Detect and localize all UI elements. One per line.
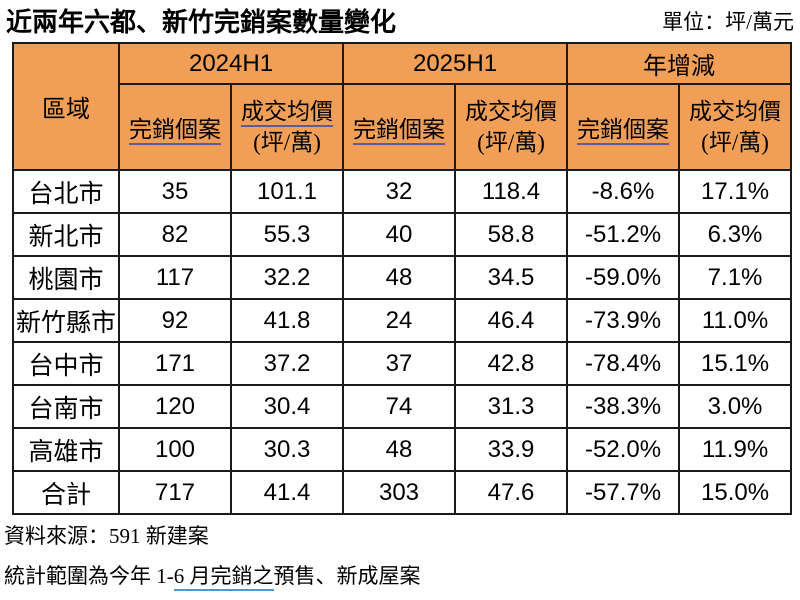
value-cell: 118.4	[454, 169, 569, 214]
header-avg-price-unit: (坪/萬)	[477, 130, 545, 155]
value-cell: 30.4	[229, 384, 345, 429]
header-group-2024h1: 2024H1	[117, 42, 345, 85]
value-cell: 24	[342, 298, 457, 343]
value-cell: 117	[118, 255, 232, 300]
header-case-count-label: 完銷個案	[353, 117, 446, 142]
value-cell: 303	[342, 470, 457, 515]
header-case-count-label: 完銷個案	[577, 117, 670, 142]
table-row-taichung: 台中市 171 37.2 37 42.8 -78.4% 15.1%	[12, 341, 793, 386]
region-cell: 台北市	[12, 169, 120, 214]
table-row-tainan: 台南市 120 30.4 74 31.3 -38.3% 3.0%	[12, 384, 793, 429]
region-cell: 合計	[12, 470, 120, 515]
value-cell: 100	[118, 427, 232, 472]
header-avg-price-label: 成交均價	[241, 98, 333, 124]
footer-scope-suffix: 預售、新成屋案	[273, 564, 421, 588]
value-cell: 33.9	[454, 427, 569, 472]
header-avg-price-yoy: 成交均價 (坪/萬)	[678, 83, 793, 171]
value-cell: 31.3	[454, 384, 569, 429]
header-case-count-yoy: 完銷個案	[566, 83, 681, 171]
region-cell: 高雄市	[12, 427, 120, 472]
value-cell: 7.1%	[678, 255, 793, 300]
value-cell: 41.4	[229, 470, 345, 515]
header-avg-price-unit: (坪/萬)	[253, 130, 321, 155]
footer-scope: 統計範圍為今年 1-6 月完銷之預售、新成屋案	[4, 560, 421, 591]
header-avg-price-unit: (坪/萬)	[701, 130, 769, 155]
value-cell: 15.0%	[678, 470, 793, 515]
header-group-yoy: 年增減	[566, 42, 793, 85]
value-cell: 6.3%	[678, 212, 793, 257]
header-group-2025h1: 2025H1	[342, 42, 569, 85]
table-row-hsinchu: 新竹縣市 92 41.8 24 46.4 -73.9% 11.0%	[12, 298, 793, 343]
value-cell: 171	[118, 341, 232, 386]
value-cell: 42.8	[454, 341, 569, 386]
footer-scope-underlined: 6 月完銷之	[173, 564, 274, 591]
value-cell: 32.2	[229, 255, 345, 300]
value-cell: -8.6%	[566, 169, 681, 214]
value-cell: 92	[118, 298, 232, 343]
value-cell: 74	[342, 384, 457, 429]
table-row-newtaipei: 新北市 82 55.3 40 58.8 -51.2% 6.3%	[12, 212, 793, 257]
value-cell: 101.1	[229, 169, 345, 214]
footer-scope-prefix: 統計範圍為今年 1-	[4, 564, 174, 588]
region-cell: 桃園市	[12, 255, 120, 300]
header-region: 區域	[12, 42, 120, 171]
value-cell: 17.1%	[678, 169, 793, 214]
value-cell: 15.1%	[678, 341, 793, 386]
value-cell: 11.0%	[678, 298, 793, 343]
value-cell: 37	[342, 341, 457, 386]
value-cell: 11.9%	[678, 427, 793, 472]
header-avg-price-label: 成交均價	[465, 98, 558, 124]
sales-table: 區域 2024H1 2025H1 年增減 完銷個案 成交均價 (坪/萬) 完銷個案…	[12, 42, 793, 515]
value-cell: -52.0%	[566, 427, 681, 472]
value-cell: 30.3	[229, 427, 345, 472]
value-cell: 48	[342, 427, 457, 472]
value-cell: 40	[342, 212, 457, 257]
table-row-taoyuan: 桃園市 117 32.2 48 34.5 -59.0% 7.1%	[12, 255, 793, 300]
region-cell: 台中市	[12, 341, 120, 386]
value-cell: 47.6	[454, 470, 569, 515]
value-cell: 48	[342, 255, 457, 300]
table-row-kaohsiung: 高雄市 100 30.3 48 33.9 -52.0% 11.9%	[12, 427, 793, 472]
value-cell: 82	[118, 212, 232, 257]
value-cell: -73.9%	[566, 298, 681, 343]
table-row-total: 合計 717 41.4 303 47.6 -57.7% 15.0%	[12, 470, 793, 515]
value-cell: 3.0%	[678, 384, 793, 429]
value-cell: 46.4	[454, 298, 569, 343]
value-cell: -59.0%	[566, 255, 681, 300]
value-cell: 37.2	[229, 341, 345, 386]
unit-label: 單位：坪/萬元	[662, 10, 794, 34]
value-cell: 32	[342, 169, 457, 214]
value-cell: 34.5	[454, 255, 569, 300]
value-cell: 35	[118, 169, 232, 214]
table-row-taipei: 台北市 35 101.1 32 118.4 -8.6% 17.1%	[12, 169, 793, 214]
footer-source: 資料來源：591 新建案	[4, 524, 209, 548]
header-avg-price-label: 成交均價	[689, 98, 782, 124]
header-case-count-2025: 完銷個案	[342, 83, 457, 171]
value-cell: -78.4%	[566, 341, 681, 386]
value-cell: -38.3%	[566, 384, 681, 429]
header-avg-price-2025: 成交均價 (坪/萬)	[454, 83, 569, 171]
header-case-count-label: 完銷個案	[129, 117, 221, 142]
page-title: 近兩年六都、新竹完銷案數量變化	[6, 8, 397, 37]
value-cell: 58.8	[454, 212, 569, 257]
value-cell: 717	[118, 470, 232, 515]
region-cell: 台南市	[12, 384, 120, 429]
value-cell: -57.7%	[566, 470, 681, 515]
header-avg-price-2024: 成交均價 (坪/萬)	[229, 83, 345, 171]
header-case-count-2024: 完銷個案	[118, 83, 232, 171]
region-cell: 新北市	[12, 212, 120, 257]
region-cell: 新竹縣市	[12, 298, 120, 343]
value-cell: 41.8	[229, 298, 345, 343]
value-cell: -51.2%	[566, 212, 681, 257]
value-cell: 120	[118, 384, 232, 429]
value-cell: 55.3	[229, 212, 345, 257]
